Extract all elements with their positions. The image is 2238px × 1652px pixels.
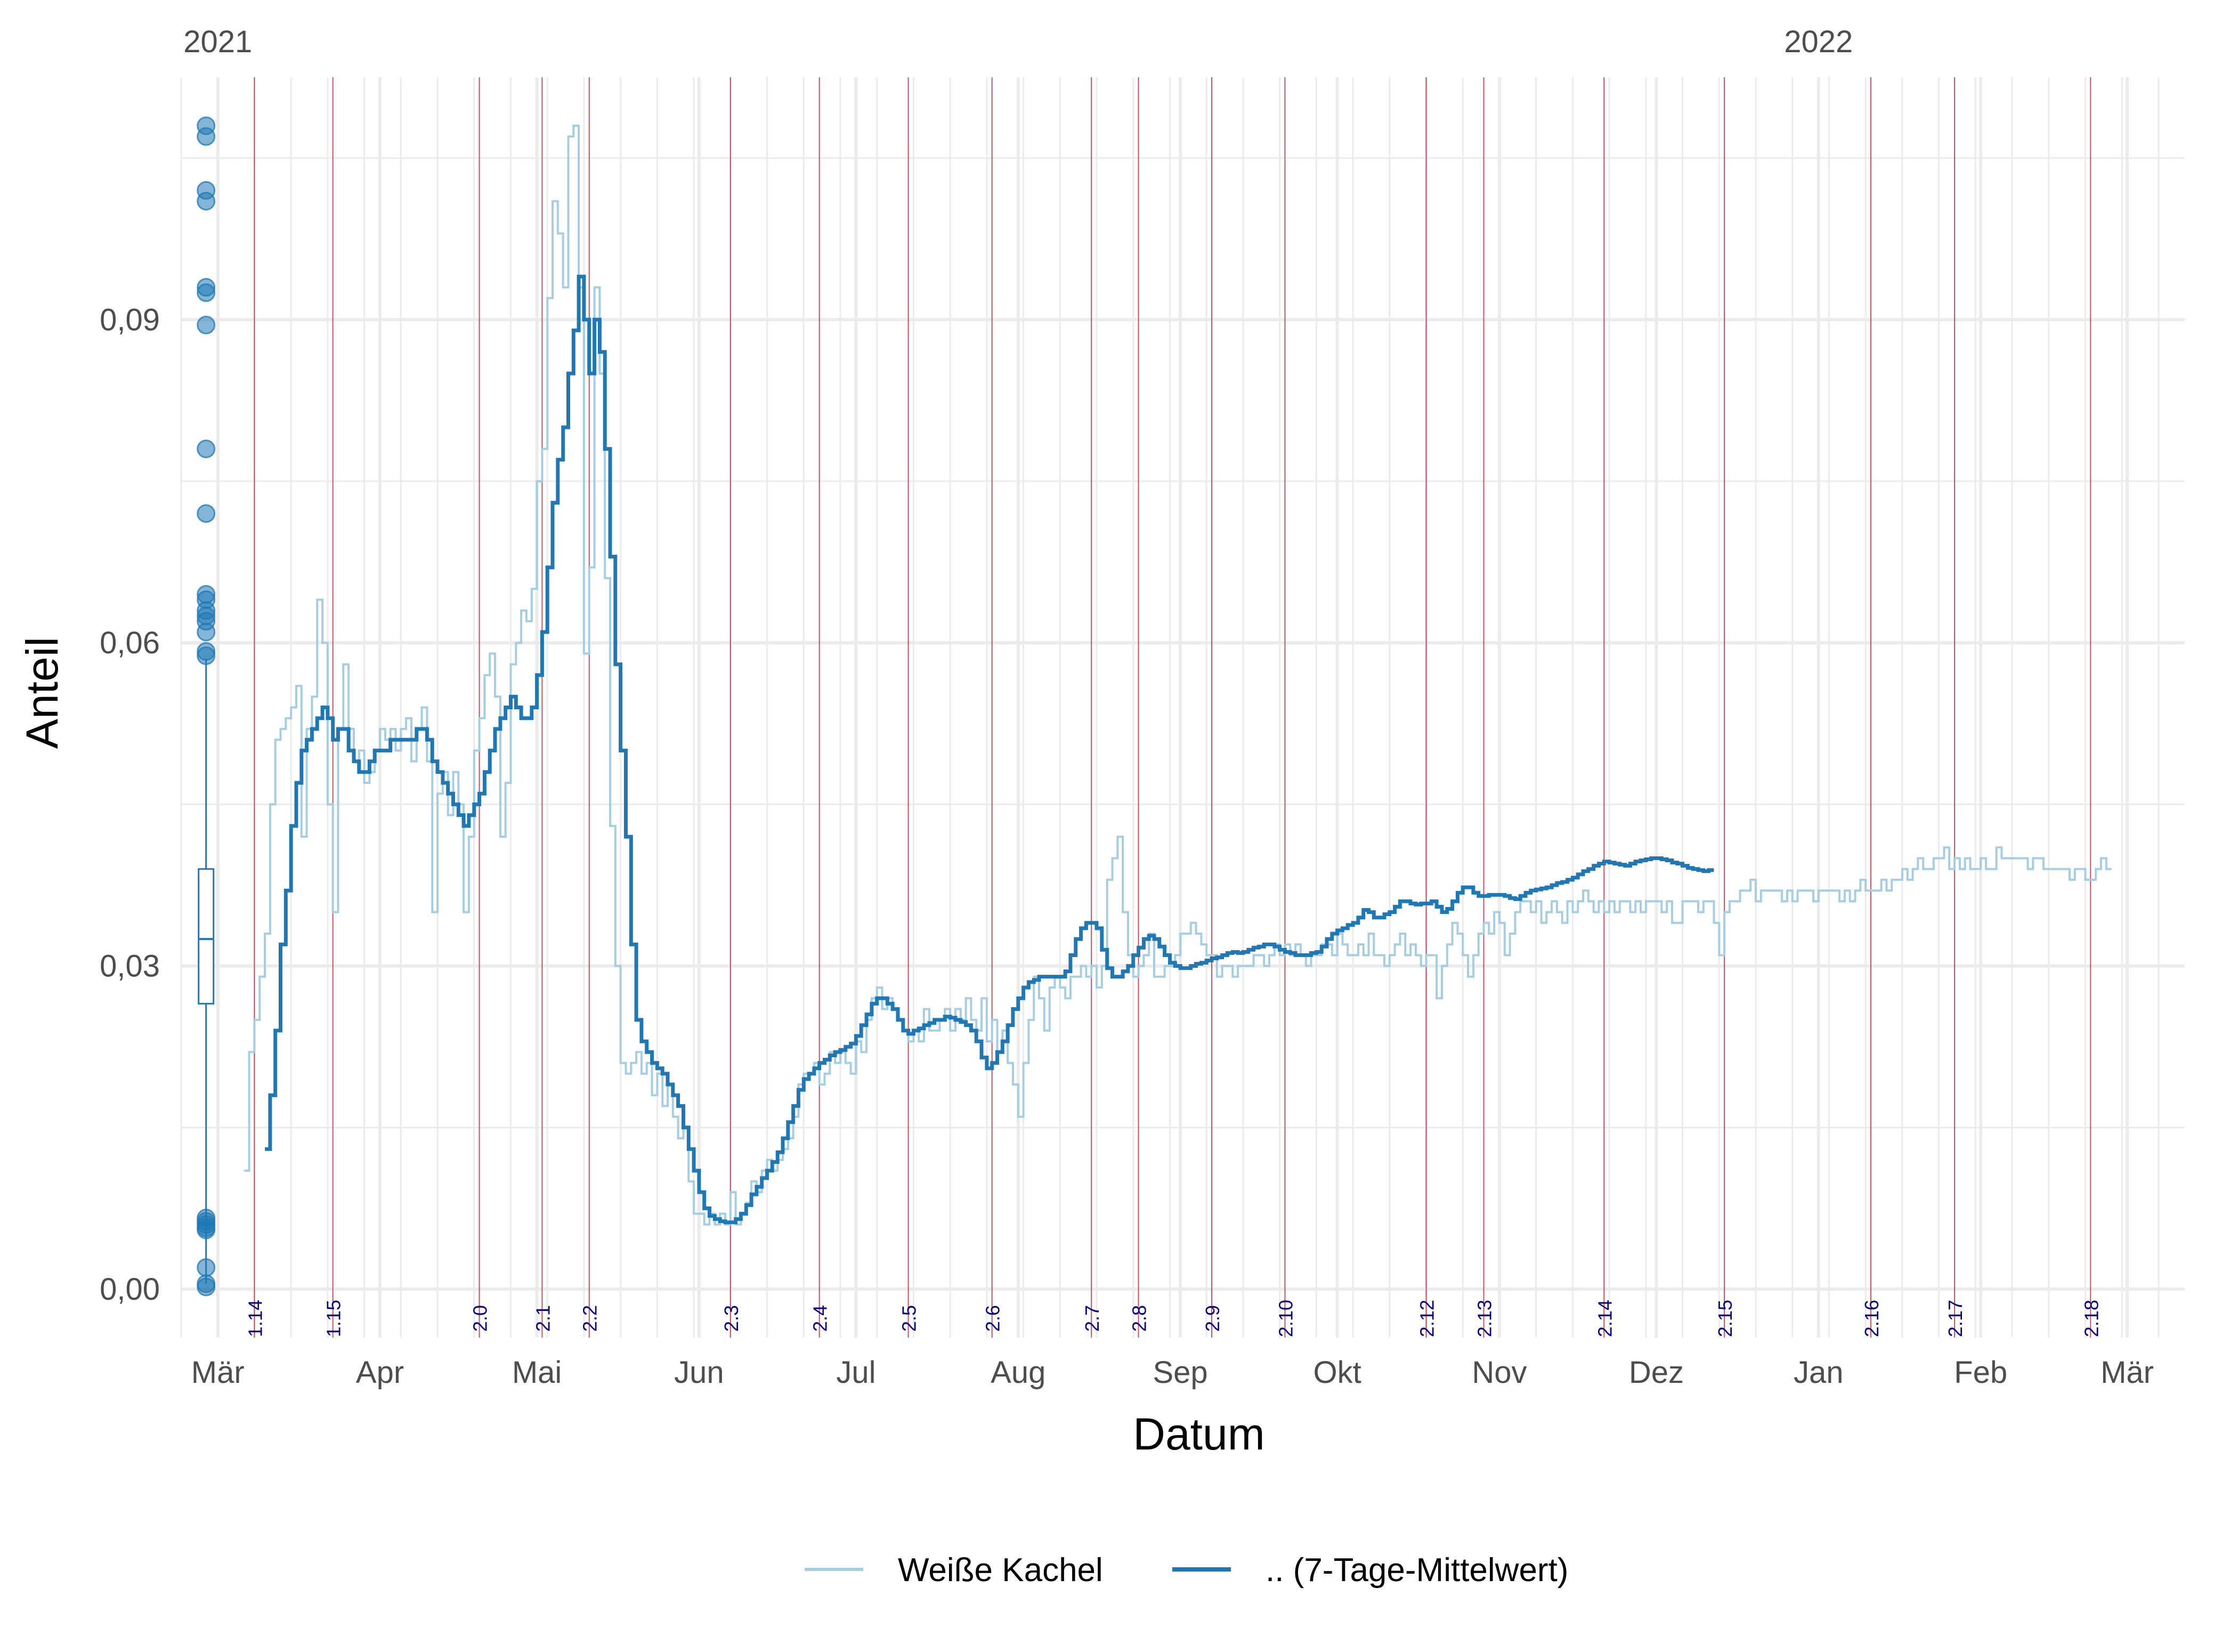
release-label: 1.15 xyxy=(323,1300,345,1337)
release-labels: 1.14 1.15 2.0 2.1 2.2 2.3 2.4 2.5 2.6 2.7 2.8 2.9 2.… xyxy=(244,1300,2102,1337)
boxplot-outlier-point xyxy=(197,191,216,210)
release-label: 2.17 xyxy=(1944,1300,1966,1337)
minor-gridlines xyxy=(180,77,2185,1338)
release-label: 2.7 xyxy=(1081,1305,1103,1332)
release-label: 2.4 xyxy=(809,1305,831,1332)
y-tick-label: 0,00 xyxy=(100,1272,160,1307)
legend-label: Weiße Kachel xyxy=(898,1552,1103,1589)
x-tick-label: Mär xyxy=(191,1355,245,1390)
series-lines xyxy=(244,125,2112,1226)
boxplot-outlier-point xyxy=(197,622,216,642)
boxplot xyxy=(197,116,216,1297)
x-tick-labels: Mär Apr Mai Jun Jul Aug Sep Okt Nov Dez Jan Feb Mär xyxy=(191,1355,2154,1390)
boxplot-outlier-point xyxy=(197,1277,216,1297)
release-label: 2.5 xyxy=(898,1305,920,1332)
boxplot-outlier-point xyxy=(197,127,216,146)
x-tick-label: Sep xyxy=(1153,1355,1207,1390)
series-line-weisse-kachel xyxy=(244,125,2112,1226)
release-label: 1.14 xyxy=(244,1300,266,1337)
legend-label: .. (7-Tage-Mittelwert) xyxy=(1266,1552,1568,1589)
y-axis-title: Anteil xyxy=(17,637,67,749)
series-line-7-tage-mittelwert xyxy=(265,274,1714,1225)
legend-item-7-tage-mittelwert: .. (7-Tage-Mittelwert) xyxy=(1172,1552,1568,1589)
x-axis-title: Datum xyxy=(1133,1409,1264,1459)
release-label: 2.16 xyxy=(1861,1300,1883,1337)
legend-item-weisse-kachel: Weiße Kachel xyxy=(805,1552,1103,1589)
boxplot-box xyxy=(198,868,215,1005)
year-label: 2021 xyxy=(183,25,252,59)
release-label: 2.10 xyxy=(1275,1300,1296,1337)
release-markers xyxy=(254,77,2091,1338)
release-label: 2.12 xyxy=(1416,1300,1438,1337)
x-tick-label: Jan xyxy=(1794,1355,1844,1390)
x-tick-label: Jun xyxy=(674,1355,724,1390)
x-tick-label: Okt xyxy=(1313,1355,1361,1390)
boxplot-outlier-point xyxy=(197,646,216,665)
release-label: 2.0 xyxy=(469,1305,491,1332)
y-tick-label: 0,06 xyxy=(100,626,160,660)
y-tick-label: 0,03 xyxy=(100,949,160,984)
boxplot-outlier-point xyxy=(197,1258,216,1277)
release-label: 2.15 xyxy=(1714,1300,1736,1337)
year-label: 2022 xyxy=(1784,25,1853,59)
x-tick-label: Dez xyxy=(1629,1355,1684,1390)
x-tick-label: Aug xyxy=(991,1355,1045,1390)
legend: Weiße Kachel .. (7-Tage-Mittelwert) xyxy=(805,1552,1568,1589)
boxplot-outlier-point xyxy=(197,315,216,335)
release-label: 2.14 xyxy=(1594,1300,1616,1337)
y-tick-labels: 0,00 0,03 0,06 0,09 xyxy=(100,303,160,1307)
x-tick-label: Nov xyxy=(1472,1355,1527,1390)
release-label: 2.1 xyxy=(532,1305,554,1332)
x-tick-label: Apr xyxy=(356,1355,404,1390)
release-label: 2.6 xyxy=(982,1305,1004,1332)
release-label: 2.9 xyxy=(1202,1305,1223,1332)
release-label: 2.3 xyxy=(720,1305,742,1332)
boxplot-outlier-point xyxy=(197,1220,216,1240)
boxplot-outlier-point xyxy=(197,439,216,458)
release-label: 2.13 xyxy=(1473,1300,1495,1337)
x-tick-label: Mai xyxy=(512,1355,562,1390)
x-tick-label: Mär xyxy=(2101,1355,2154,1390)
year-labels: 2021 2022 xyxy=(183,25,1853,59)
release-label: 2.2 xyxy=(579,1305,601,1332)
release-label: 2.18 xyxy=(2080,1300,2102,1337)
x-tick-label: Jul xyxy=(836,1355,875,1390)
major-gridlines xyxy=(181,77,2185,1338)
boxplot-outlier-point xyxy=(197,283,216,302)
y-tick-label: 0,09 xyxy=(100,303,160,337)
release-label: 2.8 xyxy=(1129,1305,1150,1332)
boxplot-outlier-point xyxy=(197,504,216,523)
x-tick-label: Feb xyxy=(1954,1355,2007,1390)
